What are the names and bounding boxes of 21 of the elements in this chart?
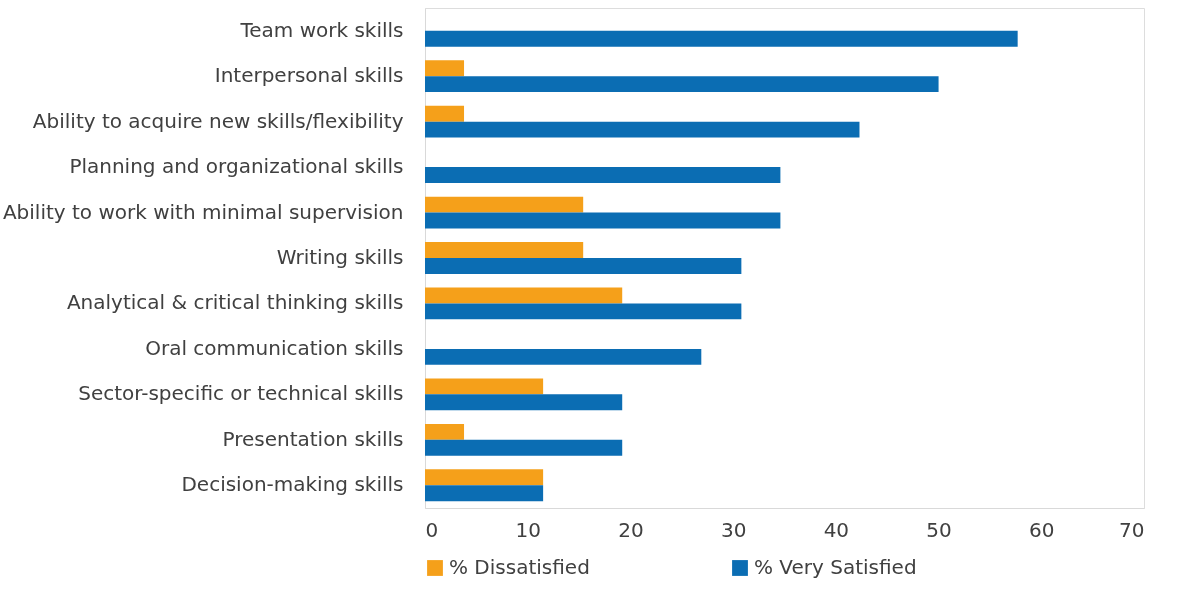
- x-tick-label: 20: [618, 517, 644, 542]
- y-tick-label: Analytical & critical thinking skills: [66, 290, 404, 315]
- y-tick-label: Ability to work with minimal supervision: [2, 199, 404, 224]
- legend-label: % Dissatisfied: [449, 555, 590, 579]
- y-tick-label: Planning and organizational skills: [69, 154, 404, 179]
- x-tick-label: 30: [720, 517, 747, 542]
- x-tick-label: 70: [1119, 517, 1145, 542]
- y-tick-label: Presentation skills: [222, 426, 404, 451]
- y-tick-label: Ability to acquire new skills/flexibility: [32, 108, 404, 133]
- x-tick-label: 40: [823, 517, 850, 542]
- x-tick-label: 60: [1029, 517, 1055, 542]
- y-tick-label: Sector-specific or technical skills: [78, 381, 404, 406]
- y-tick-label: Oral communication skills: [145, 335, 404, 360]
- legend-label: % Very Satisfied: [754, 555, 917, 579]
- y-tick-label: Team work skills: [239, 17, 404, 42]
- x-tick-label: 50: [926, 517, 952, 542]
- y-tick-label: Decision-making skills: [181, 472, 404, 497]
- y-tick-label: Interpersonal skills: [214, 63, 404, 88]
- x-tick-label: 0: [425, 517, 439, 542]
- x-tick-label: 10: [515, 517, 541, 542]
- y-tick-label: Writing skills: [276, 245, 404, 269]
